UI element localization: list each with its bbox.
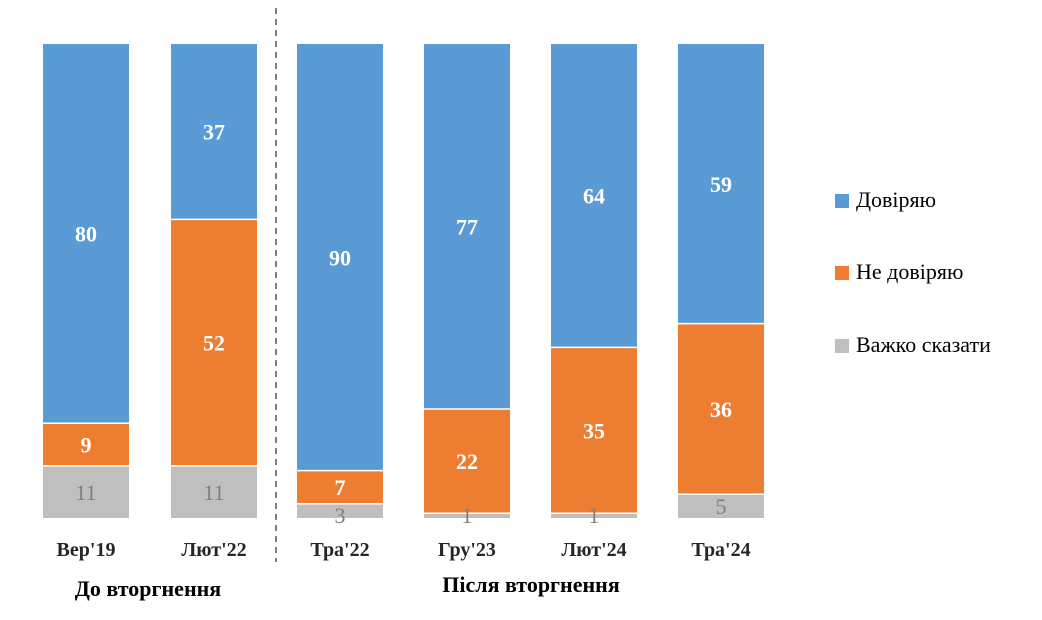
legend-swatch-не-довіряю [835, 266, 849, 280]
legend-swatch-довіряю [835, 194, 849, 208]
value-label-довіряю-3: 77 [456, 214, 478, 239]
legend-label-не-довіряю: Не довіряю [856, 259, 963, 284]
value-label-важко-сказати-5: 5 [716, 494, 727, 519]
bar-segment-не-довіряю-2 [297, 470, 383, 504]
value-label-важко-сказати-0: 11 [75, 480, 96, 505]
category-label-4: Лют'24 [561, 539, 626, 561]
category-labels-layer: Вер'19 Лют'22 Тра'22 Гру'23 Лют'24 Тра'24 [57, 539, 751, 561]
bar-segment-важко-сказати-3 [424, 513, 510, 518]
value-label-довіряю-0: 80 [75, 222, 97, 247]
bar-segment-не-довіряю-1 [171, 219, 257, 466]
value-label-важко-сказати-2: 3 [335, 503, 346, 528]
value-label-не-довіряю-4: 35 [583, 418, 605, 443]
category-label-1: Лют'22 [181, 539, 246, 561]
bar-segment-не-довіряю-4 [551, 347, 637, 514]
value-label-не-довіряю-1: 52 [203, 331, 225, 356]
category-label-0: Вер'19 [57, 539, 116, 561]
bar-segment-не-довіряю-3 [424, 408, 510, 514]
bar-segment-важко-сказати-5 [678, 494, 764, 518]
bar-segment-важко-сказати-0 [43, 465, 129, 518]
bar-segment-не-довіряю-0 [43, 423, 129, 466]
legend: Довіряю Не довіряю Важко сказати [835, 187, 991, 357]
bar-segment-довіряю-3 [424, 44, 510, 409]
legend-swatch-важко-сказати [835, 339, 849, 353]
value-label-довіряю-2: 90 [329, 245, 351, 270]
value-label-не-довіряю-5: 36 [710, 397, 732, 422]
value-label-важко-сказати-4: 1 [589, 503, 600, 528]
bar-segment-важко-сказати-2 [297, 503, 383, 518]
value-label-довіряю-5: 59 [710, 172, 732, 197]
value-label-важко-сказати-3: 1 [462, 503, 473, 528]
value-label-не-довіряю-0: 9 [81, 433, 92, 458]
bar-segment-довіряю-0 [43, 44, 129, 424]
value-label-довіряю-1: 37 [203, 120, 225, 145]
category-label-2: Тра'22 [310, 539, 369, 561]
group-label-after-invasion: Після вторгнення [442, 572, 620, 597]
legend-label-довіряю: Довіряю [856, 187, 936, 212]
bar-segment-довіряю-4 [551, 44, 637, 348]
bars-layer [43, 44, 764, 518]
bar-segment-важко-сказати-4 [551, 513, 637, 518]
bar-segment-довіряю-2 [297, 44, 383, 471]
value-label-не-довіряю-3: 22 [456, 449, 478, 474]
bar-segment-важко-сказати-1 [171, 465, 257, 518]
bar-segment-не-довіряю-5 [678, 323, 764, 495]
bar-segment-довіряю-1 [171, 44, 257, 220]
bar-segment-довіряю-5 [678, 44, 764, 324]
legend-label-важко-сказати: Важко сказати [856, 332, 991, 357]
value-label-не-довіряю-2: 7 [335, 475, 346, 500]
category-label-5: Тра'24 [691, 539, 750, 561]
value-label-довіряю-4: 64 [583, 184, 605, 209]
group-label-before-invasion: До вторгнення [75, 576, 222, 601]
value-label-важко-сказати-1: 11 [203, 480, 224, 505]
category-label-3: Гру'23 [438, 539, 496, 561]
